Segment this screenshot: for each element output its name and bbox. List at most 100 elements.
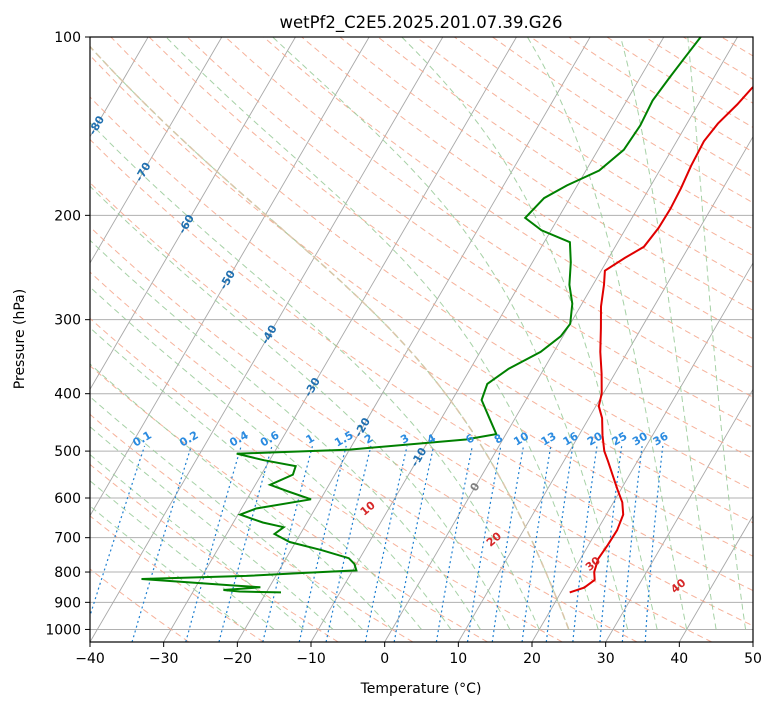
dewpoint-point	[652, 100, 654, 102]
isotherm-line	[163, 37, 517, 642]
x-tick-label: −20	[223, 651, 253, 667]
y-tick-label: 900	[54, 595, 81, 611]
dewpoint-point	[263, 459, 265, 461]
y-tick-label: 300	[54, 313, 81, 329]
moist-adiabat-line	[90, 286, 452, 630]
x-tick-label: 0	[380, 651, 389, 667]
dewpoint-point	[540, 351, 542, 353]
dewpoint-point	[260, 586, 262, 588]
dewpoint-point	[236, 453, 238, 455]
moist-adiabat-line	[90, 327, 422, 630]
moist-adiabat-line	[620, 37, 717, 630]
dewpoint-point	[685, 56, 687, 58]
moist-adiabat-line	[526, 37, 688, 630]
dewpoint-point	[289, 541, 291, 543]
mixing-ratio-line	[364, 445, 408, 642]
dewpoint-point	[295, 465, 297, 467]
x-tick-label: 20	[523, 651, 541, 667]
moist-adiabat-line	[90, 426, 334, 630]
mixing-ratio-line	[491, 445, 525, 642]
dewpoint-point	[669, 77, 671, 79]
mixing-ratio-line	[644, 445, 664, 642]
temperature-point	[622, 514, 624, 516]
temperature-point	[690, 165, 692, 167]
isotherm-line	[90, 37, 370, 517]
y-tick-label: 700	[54, 531, 81, 547]
mixing-ratio-line	[599, 445, 623, 642]
dry-adiabat-line	[110, 37, 753, 491]
dewpoint-point	[569, 241, 571, 243]
dewpoint-point	[481, 399, 483, 401]
temperature-point	[607, 460, 609, 462]
dewpoint-point	[310, 498, 312, 500]
dewpoint-point	[524, 217, 526, 219]
isotherm-line	[678, 514, 753, 642]
dry-adiabat-line	[263, 37, 753, 369]
isotherm-line	[90, 37, 444, 642]
dewpoint-point	[508, 368, 510, 370]
temperature-point	[600, 327, 602, 329]
dewpoint-point	[141, 578, 143, 580]
dewpoint-point	[639, 125, 641, 127]
mixing-ratio-line	[325, 445, 372, 642]
dewpoint-point	[356, 570, 358, 572]
mixing-ratio-line	[435, 445, 473, 642]
dewpoint-point	[570, 261, 572, 263]
dry-adiabat-line	[90, 138, 753, 592]
dry-adiabat-line	[90, 365, 488, 642]
isotherm-line	[457, 135, 753, 642]
dry-adiabat-line	[90, 54, 753, 524]
moist-adiabat-line	[272, 37, 629, 630]
temperature-point	[600, 306, 602, 308]
temperature-point	[617, 488, 619, 490]
temperature-point	[599, 351, 601, 353]
dewpoint-point	[255, 508, 257, 510]
temperature-point	[598, 405, 600, 407]
temperature-point	[643, 246, 645, 248]
y-tick-label: 800	[54, 565, 81, 581]
x-tick-label: 10	[449, 651, 467, 667]
dry-adiabat-line	[90, 96, 753, 557]
temperature-point	[603, 450, 605, 452]
y-tick-label: 1000	[45, 622, 81, 638]
dewpoint-point	[223, 589, 225, 591]
dry-adiabat-line	[90, 568, 190, 642]
isotherm-line	[90, 37, 223, 264]
temperature-point	[603, 284, 605, 286]
temperature-point	[583, 587, 585, 589]
mixing-ratio-line	[298, 445, 347, 642]
dry-adiabat-line	[225, 37, 753, 398]
x-tick-label: −40	[75, 651, 105, 667]
x-tick-label: 50	[744, 651, 762, 667]
dry-adiabat-line	[90, 515, 264, 642]
mixing-ratio-line	[621, 445, 643, 642]
y-tick-label: 500	[54, 444, 81, 460]
x-tick-label: −30	[149, 651, 179, 667]
dewpoint-point	[486, 383, 488, 385]
dewpoint-point	[571, 303, 573, 305]
mixing-ratio-line	[466, 445, 502, 642]
temperature-point	[621, 501, 623, 503]
mixing-ratio-line	[572, 445, 598, 642]
temperature-point	[601, 373, 603, 375]
dewpoint-point	[560, 335, 562, 337]
temperature-point	[658, 227, 660, 229]
moist-adiabat-line	[90, 396, 363, 630]
dewpoint-point	[543, 197, 545, 199]
temperature-point	[607, 544, 609, 546]
isotherm-line	[605, 388, 753, 642]
dewpoint-point	[269, 484, 271, 486]
moist-adiabat-line	[90, 121, 540, 630]
tan-reference-line	[90, 45, 570, 630]
temperature-point	[601, 393, 603, 395]
y-tick-label: 600	[54, 491, 81, 507]
dewpoint-point	[598, 170, 600, 172]
dewpoint-point	[349, 449, 351, 451]
dry-adiabat-line	[377, 37, 753, 284]
dewpoint-point	[274, 533, 276, 535]
dewpoint-point	[292, 474, 294, 476]
y-axis-label: Pressure (hPa)	[12, 289, 28, 389]
isotherm-line	[90, 37, 296, 391]
temperature-point	[703, 140, 705, 142]
